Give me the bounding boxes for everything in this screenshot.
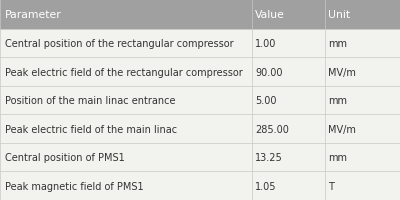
Text: 1.05: 1.05 xyxy=(255,181,277,191)
Text: MV/m: MV/m xyxy=(328,124,356,134)
Text: 1.00: 1.00 xyxy=(255,39,276,49)
Text: mm: mm xyxy=(328,152,347,162)
Text: Peak magnetic field of PMS1: Peak magnetic field of PMS1 xyxy=(5,181,144,191)
Text: Position of the main linac entrance: Position of the main linac entrance xyxy=(5,96,175,106)
Text: 90.00: 90.00 xyxy=(255,67,283,77)
Text: 13.25: 13.25 xyxy=(255,152,283,162)
Text: Parameter: Parameter xyxy=(5,10,62,20)
Bar xyxy=(0,30,400,58)
Bar xyxy=(0,172,400,200)
Text: Value: Value xyxy=(255,10,285,20)
Text: Peak electric field of the main linac: Peak electric field of the main linac xyxy=(5,124,177,134)
Text: T: T xyxy=(328,181,334,191)
Text: Unit: Unit xyxy=(328,10,350,20)
Text: MV/m: MV/m xyxy=(328,67,356,77)
Bar xyxy=(0,115,400,143)
Text: Central position of PMS1: Central position of PMS1 xyxy=(5,152,124,162)
Bar xyxy=(0,86,400,115)
Text: 285.00: 285.00 xyxy=(255,124,289,134)
Bar xyxy=(0,58,400,86)
Text: Peak electric field of the rectangular compressor: Peak electric field of the rectangular c… xyxy=(5,67,242,77)
Bar xyxy=(0,0,400,30)
Text: 5.00: 5.00 xyxy=(255,96,277,106)
Text: mm: mm xyxy=(328,96,347,106)
Bar xyxy=(0,143,400,172)
Text: mm: mm xyxy=(328,39,347,49)
Text: Central position of the rectangular compressor: Central position of the rectangular comp… xyxy=(5,39,234,49)
